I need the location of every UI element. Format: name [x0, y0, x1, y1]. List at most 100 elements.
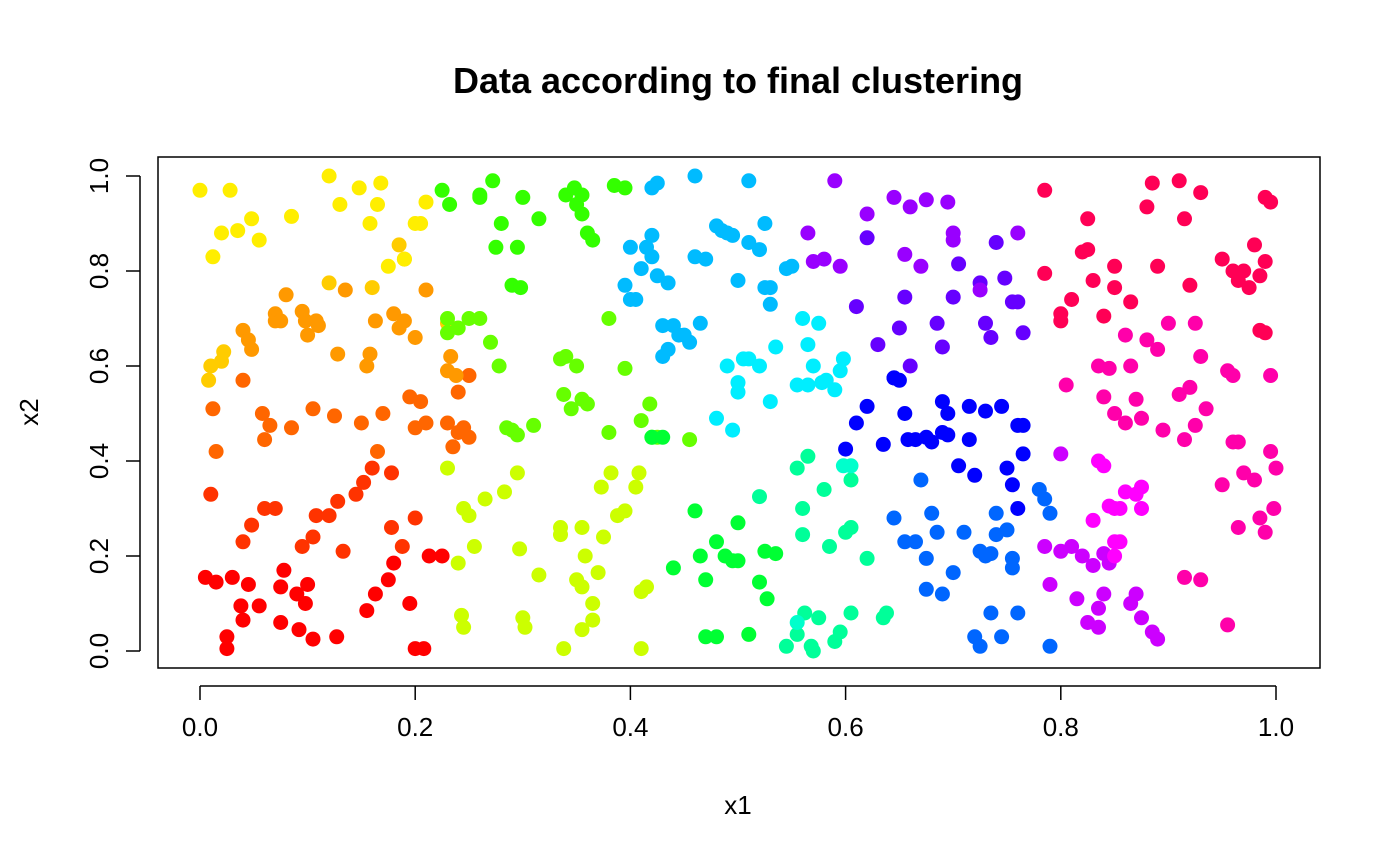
data-point [214, 225, 229, 241]
data-point [590, 565, 606, 581]
data-point [384, 465, 399, 481]
data-point [1064, 539, 1080, 554]
data-point [1214, 477, 1230, 493]
data-point [972, 282, 988, 298]
data-point [356, 474, 372, 490]
data-point [768, 546, 784, 562]
data-point [660, 341, 676, 357]
data-point [300, 577, 316, 592]
data-point [859, 398, 875, 414]
x-tick-label: 0.8 [1043, 712, 1079, 742]
data-point [660, 275, 676, 291]
data-point [784, 258, 800, 274]
data-point [1182, 277, 1198, 293]
y-tick-label: 0.2 [84, 538, 114, 574]
y-tick-label: 0.8 [84, 253, 114, 289]
data-point [822, 539, 837, 554]
data-point [577, 548, 593, 564]
data-point [1107, 258, 1123, 274]
data-point [472, 311, 488, 326]
data-point [509, 427, 525, 443]
data-point [362, 216, 378, 231]
data-point [251, 598, 267, 614]
data-point [1015, 446, 1031, 462]
data-point [843, 605, 859, 621]
data-point [380, 258, 396, 274]
data-point [297, 313, 313, 329]
x-tick-label: 0.0 [182, 712, 218, 742]
data-point [1268, 460, 1284, 476]
data-point [483, 334, 498, 350]
data-point [1263, 368, 1279, 383]
data-point [951, 256, 967, 272]
data-point [929, 315, 945, 331]
data-point [224, 569, 240, 585]
data-point [983, 546, 999, 562]
data-point [918, 550, 934, 566]
data-point [961, 432, 977, 448]
data-point [1107, 280, 1123, 296]
data-point [450, 384, 466, 400]
data-point [1177, 211, 1192, 227]
data-point [585, 596, 601, 611]
data-point [698, 251, 714, 267]
data-point [222, 182, 238, 198]
data-point [997, 270, 1013, 286]
data-point [1010, 294, 1026, 310]
data-point [945, 289, 961, 305]
data-point [1236, 263, 1252, 279]
data-point [1225, 368, 1241, 383]
data-point [762, 296, 778, 312]
data-point [1074, 548, 1090, 564]
points-layer [192, 168, 1284, 659]
data-point [254, 406, 270, 421]
data-point [1171, 173, 1187, 189]
data-point [1214, 251, 1230, 267]
data-point [843, 472, 859, 488]
data-point [832, 363, 848, 379]
data-point [1128, 586, 1144, 602]
data-point [461, 368, 477, 383]
data-point [897, 289, 913, 305]
data-point [251, 232, 267, 248]
data-point [752, 489, 767, 505]
data-point [1053, 446, 1069, 462]
data-point [617, 360, 633, 376]
data-point [235, 612, 251, 628]
data-point [1107, 406, 1123, 421]
data-point [284, 208, 299, 224]
data-point [434, 548, 450, 564]
data-point [832, 258, 848, 274]
data-point [1004, 560, 1020, 576]
data-point [240, 577, 256, 592]
data-point [348, 486, 364, 502]
y-axis: 0.0 0.2 0.4 0.6 0.8 1.0 [84, 158, 141, 669]
data-point [631, 465, 647, 481]
data-point [752, 574, 767, 590]
data-point [517, 619, 533, 635]
data-point [192, 182, 208, 198]
data-point [633, 413, 649, 429]
data-point [961, 398, 977, 414]
data-point [434, 182, 450, 198]
data-point [1096, 458, 1112, 474]
data-point [488, 239, 504, 255]
data-point [687, 503, 703, 519]
data-point [391, 237, 407, 253]
data-point [762, 280, 778, 296]
data-point [1187, 315, 1203, 331]
data-point [1198, 401, 1214, 417]
data-point [805, 643, 821, 659]
data-point [1257, 254, 1273, 269]
data-point [870, 337, 886, 353]
data-point [493, 216, 509, 231]
data-point [1069, 591, 1085, 607]
data-point [875, 436, 891, 452]
data-point [848, 415, 864, 431]
data-point [574, 187, 590, 203]
chart-title: Data according to final clustering [453, 60, 1023, 101]
data-point [610, 508, 625, 524]
data-point [273, 579, 289, 595]
data-point [1085, 558, 1101, 573]
data-point [999, 522, 1015, 538]
